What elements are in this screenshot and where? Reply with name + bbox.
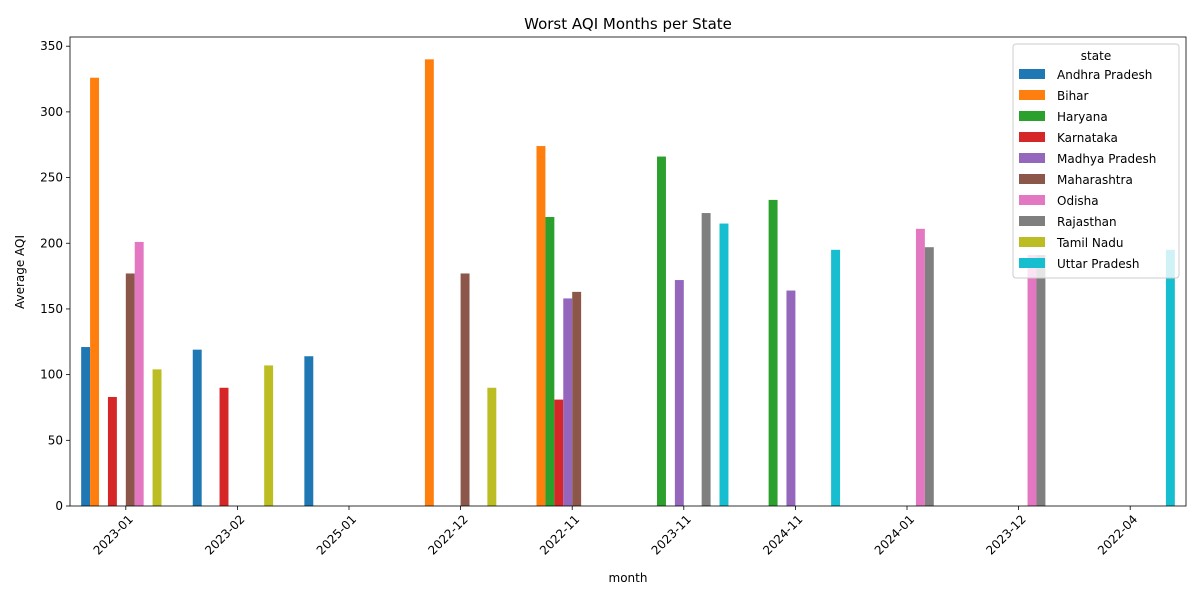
- legend-label: Karnataka: [1057, 131, 1118, 145]
- bar: [924, 247, 934, 506]
- x-tick-label: 2022-12: [425, 512, 470, 557]
- legend-swatch: [1019, 237, 1045, 247]
- y-tick-label: 150: [40, 302, 63, 316]
- legend-swatch: [1019, 258, 1045, 268]
- bar: [1036, 255, 1046, 506]
- bar: [134, 241, 144, 506]
- bar: [304, 356, 314, 506]
- legend-label: Madhya Pradesh: [1057, 152, 1156, 166]
- bar: [81, 347, 91, 506]
- x-tick-label: 2023-01: [91, 512, 136, 557]
- x-tick-label: 2023-12: [983, 512, 1028, 557]
- legend: state Andhra Pradesh Bihar Haryana Karnataka…: [1012, 43, 1180, 279]
- legend-label: Haryana: [1057, 110, 1108, 124]
- bar: [915, 228, 925, 507]
- bar: [107, 396, 117, 506]
- bar: [219, 387, 229, 506]
- legend-swatch: [1019, 153, 1045, 163]
- bar: [192, 349, 202, 506]
- legend-label: Andhra Pradesh: [1057, 68, 1152, 82]
- bar: [768, 199, 778, 506]
- legend-swatch: [1019, 216, 1045, 226]
- x-tick-label: 2025-01: [314, 512, 359, 557]
- legend-label: Rajasthan: [1057, 215, 1117, 229]
- bar: [563, 298, 573, 506]
- legend-box: [1012, 43, 1180, 279]
- bar: [536, 146, 546, 507]
- y-tick-label: 250: [40, 171, 63, 185]
- x-tick-label: 2024-01: [872, 512, 917, 557]
- bar: [90, 77, 100, 506]
- legend-swatch: [1019, 195, 1045, 205]
- y-tick-label: 350: [40, 39, 63, 53]
- bar: [701, 213, 711, 507]
- bar: [1027, 255, 1037, 506]
- legend-swatch: [1019, 90, 1045, 100]
- y-tick-label: 50: [48, 433, 63, 447]
- legend-swatch: [1019, 132, 1045, 142]
- legend-label: Tamil Nadu: [1056, 236, 1123, 250]
- x-axis-label: month: [609, 571, 648, 585]
- x-tick-label: 2022-04: [1095, 512, 1140, 557]
- x-tick-label: 2023-02: [202, 512, 247, 557]
- chart-title: Worst AQI Months per State: [524, 15, 732, 33]
- legend-label: Uttar Pradesh: [1057, 257, 1139, 271]
- x-tick-label: 2024-11: [760, 512, 805, 557]
- bar: [831, 249, 841, 506]
- bar: [487, 387, 497, 506]
- y-tick-label: 0: [55, 499, 63, 513]
- legend-label: Maharashtra: [1057, 173, 1133, 187]
- bar: [657, 156, 666, 507]
- bar: [152, 369, 162, 506]
- y-tick-label: 300: [40, 105, 63, 119]
- legend-title: state: [1081, 49, 1111, 63]
- bar: [674, 280, 684, 506]
- x-tick-label: 2023-11: [649, 512, 694, 557]
- bar: [786, 290, 796, 506]
- legend-swatch: [1019, 111, 1045, 121]
- bar: [554, 399, 564, 506]
- legend-swatch: [1019, 69, 1045, 79]
- bar: [572, 291, 582, 506]
- bar: [719, 223, 729, 507]
- bar: [545, 216, 555, 507]
- y-tick-label: 200: [40, 236, 63, 250]
- legend-swatch: [1019, 174, 1045, 184]
- y-axis-label: Average AQI: [13, 235, 27, 309]
- legend-label: Odisha: [1057, 194, 1099, 208]
- x-tick-label: 2022-11: [537, 512, 582, 557]
- y-tick-label: 100: [40, 368, 63, 382]
- bar: [460, 273, 470, 506]
- bar: [125, 273, 135, 506]
- legend-label: Bihar: [1057, 89, 1089, 103]
- bar: [1165, 249, 1175, 506]
- bars-layer: [81, 59, 1175, 507]
- bar: [264, 365, 274, 506]
- bar: [424, 59, 434, 506]
- plot-frame: [69, 36, 1187, 507]
